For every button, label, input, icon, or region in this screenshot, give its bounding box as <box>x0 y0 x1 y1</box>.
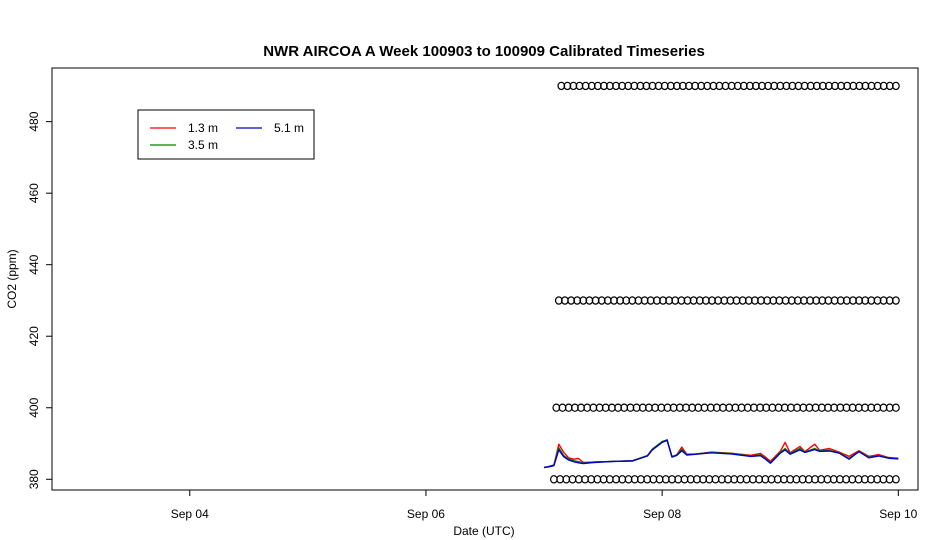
y-tick-label: 440 <box>27 254 41 274</box>
reference-marker <box>892 81 900 91</box>
series-line <box>543 439 899 469</box>
reference-marker <box>892 475 900 484</box>
x-axis: Sep 04 Sep 06 Sep 08 Sep 10 <box>171 490 918 521</box>
x-axis-label: Date (UTC) <box>453 524 514 538</box>
chart-title: NWR AIRCOA A Week 100903 to 100909 Calib… <box>263 43 705 60</box>
legend-label: 5.1 m <box>274 121 304 135</box>
y-axis: 380 400 420 440 460 480 <box>27 111 52 489</box>
y-tick-label: 460 <box>27 183 41 203</box>
plot-frame <box>51 67 919 491</box>
x-tick-label: Sep 06 <box>407 507 445 521</box>
y-tick-label: 400 <box>27 397 41 417</box>
legend: 1.3 m 5.1 m 3.5 m <box>137 109 315 160</box>
legend-label: 1.3 m <box>188 121 218 135</box>
reference-marker <box>892 296 900 305</box>
x-tick-label: Sep 04 <box>171 507 209 521</box>
series-lines <box>543 439 899 469</box>
reference-markers <box>550 81 900 484</box>
legend-box <box>137 109 315 160</box>
y-tick-label: 420 <box>27 326 41 346</box>
x-tick-label: Sep 08 <box>643 507 681 521</box>
y-tick-label: 480 <box>27 111 41 131</box>
y-tick-label: 380 <box>27 469 41 489</box>
x-tick-label: Sep 10 <box>879 507 917 521</box>
reference-marker <box>892 403 900 412</box>
legend-label: 3.5 m <box>188 138 218 152</box>
y-axis-label: CO2 (ppm) <box>5 249 19 308</box>
